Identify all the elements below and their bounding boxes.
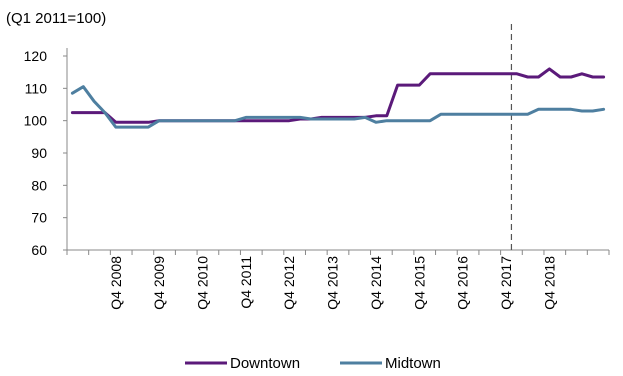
y-tick-label: 70 [31,210,47,226]
y-tick-label: 60 [31,242,47,258]
y-tick-label: 110 [25,80,48,96]
y-tick-label: 80 [31,177,47,193]
x-tick-label: Q4 2008 [108,256,124,310]
y-tick-label: 100 [24,113,48,129]
chart-legend: Downtown Midtown [185,355,441,372]
legend-label-downtown: Downtown [230,355,300,372]
series-line-midtown [70,85,606,129]
x-tick-label: Q4 2009 [151,256,167,310]
x-tick-label: Q4 2013 [325,256,341,310]
legend-label-midtown: Midtown [385,355,441,372]
x-tick-label: Q4 2017 [498,256,514,310]
y-axis-unit-label: (Q1 2011=100) [6,10,107,27]
x-tick-label: Q4 2014 [368,256,384,310]
x-tick-label: Q4 2012 [281,256,297,310]
x-tick-label: Q4 2011 [238,256,254,309]
chart-axes: 60 70 80 90 100 110 120 Q4 2008 Q4 2009 Q4 2010 Q4… [24,24,610,310]
y-tick-label: 90 [31,145,47,161]
x-tick-label: Q4 2010 [195,256,211,310]
x-tick-label: Q4 2018 [541,256,557,310]
x-tick-label: Q4 2016 [455,256,471,310]
x-tick-label: Q4 2015 [411,256,427,310]
series-layer [70,67,606,129]
y-tick-label: 120 [24,48,48,64]
